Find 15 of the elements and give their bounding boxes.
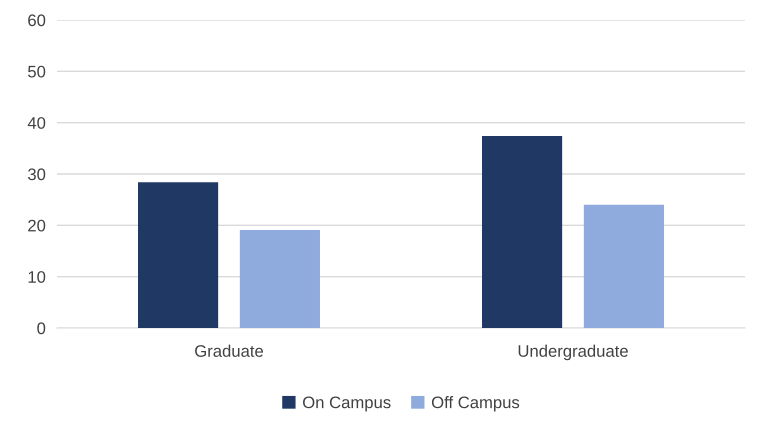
- x-tick-label: Graduate: [195, 344, 264, 357]
- bar: [240, 230, 320, 328]
- y-tick-label: 40: [28, 117, 46, 129]
- y-tick-label: 50: [28, 66, 46, 78]
- y-tick-label: 10: [28, 271, 46, 283]
- bar: [482, 136, 562, 328]
- bar: [584, 204, 664, 328]
- y-tick-label: 30: [28, 168, 46, 180]
- legend-label: On Campus: [303, 396, 391, 412]
- bar: [138, 182, 218, 328]
- y-tick-label: 20: [28, 220, 46, 232]
- legend-label: Off Campus: [432, 396, 520, 412]
- y-tick-label: 60: [28, 14, 46, 26]
- x-tick-label: Undergraduate: [518, 344, 628, 360]
- y-tick-label: 0: [37, 322, 46, 334]
